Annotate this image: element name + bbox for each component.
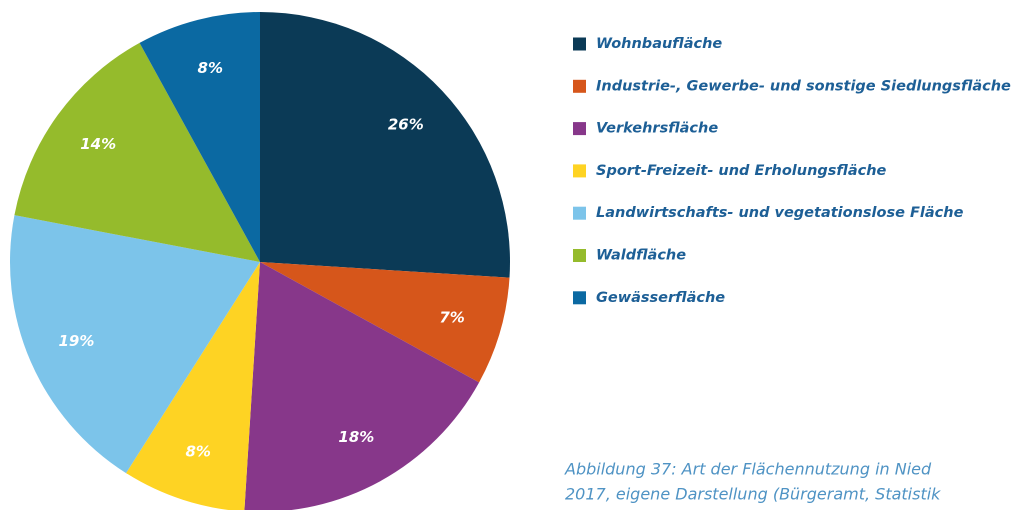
data-label: 8% — [185, 443, 210, 461]
legend-label: Landwirtschafts- und vegetationslose Flä… — [596, 205, 964, 221]
pie-slice — [260, 262, 510, 383]
data-label: 19% — [58, 332, 94, 350]
legend-label: Verkehrsfläche — [596, 121, 718, 137]
legend-swatch — [573, 164, 586, 178]
data-label: 18% — [338, 428, 374, 446]
legend-swatch — [573, 206, 586, 220]
legend-swatch — [573, 122, 586, 136]
legend-label: Gewässerfläche — [596, 290, 725, 306]
legend-label: Sport-Freizeit- und Erholungsfläche — [596, 163, 887, 179]
legend-swatch — [573, 249, 586, 262]
pie-slice — [14, 42, 260, 263]
data-label: 7% — [439, 308, 464, 326]
legend-label: Wohnbaufläche — [596, 36, 722, 52]
pie-slice — [10, 215, 261, 474]
pie-slice — [139, 12, 260, 262]
legend-label: Industrie-, Gewerbe- und sonstige Siedlu… — [596, 78, 1011, 94]
data-label: 26% — [388, 116, 424, 134]
legend-swatch — [573, 79, 586, 93]
data-label: 14% — [80, 135, 116, 153]
caption: Abbildung 37: Art der Flächennutzung in … — [564, 460, 932, 479]
pie-slice — [260, 12, 510, 278]
data-label: 8% — [198, 59, 223, 77]
legend-label: Waldfläche — [596, 248, 686, 264]
legend-swatch — [573, 37, 586, 51]
pie-slice — [126, 262, 260, 510]
legend-swatch — [573, 291, 586, 305]
pie-slice — [244, 262, 480, 510]
caption: 2017, eigene Darstellung (Bürgeramt, Sta… — [565, 485, 941, 504]
